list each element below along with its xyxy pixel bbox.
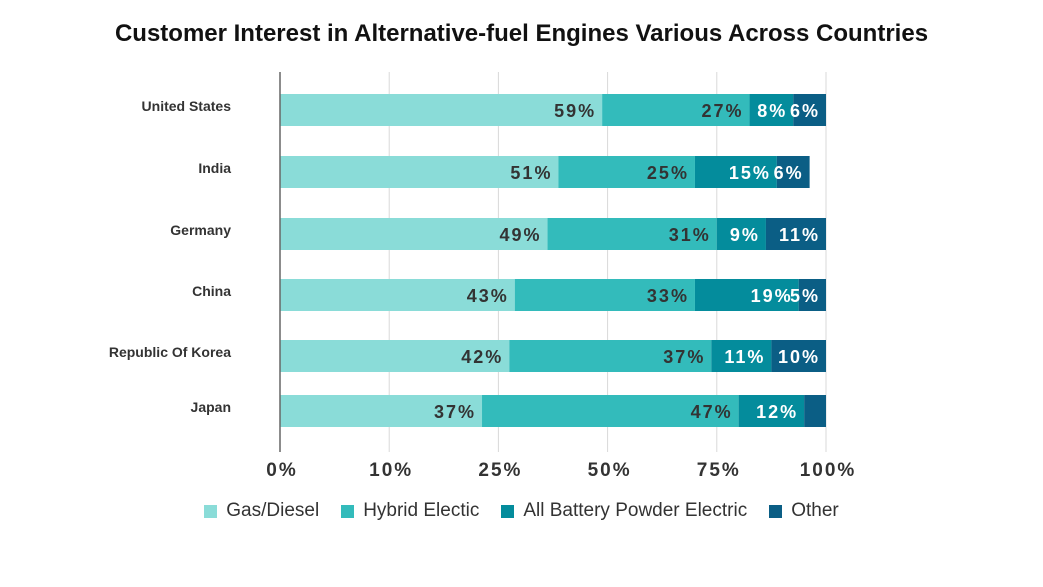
data-label: 37% [434, 402, 476, 422]
legend-label: Gas/Diesel [226, 500, 320, 521]
bar-segment [765, 218, 826, 250]
data-label: 31% [669, 225, 711, 245]
bar-segment [547, 218, 717, 250]
category-label: Germany [170, 222, 231, 238]
data-label: 11% [779, 225, 820, 245]
data-label: 51% [510, 163, 552, 183]
legend-label: All Battery Powder Electric [523, 500, 748, 521]
legend-label: Hybrid Electic [363, 500, 480, 521]
bar-segment [280, 156, 559, 188]
data-label: 43% [467, 286, 509, 306]
data-label: 6% [790, 101, 820, 121]
bar-segment [482, 395, 739, 427]
legend-swatch [501, 504, 515, 518]
bar-segment [804, 395, 826, 427]
bar-segment [711, 340, 772, 372]
bar-segment [793, 94, 826, 126]
data-label: 33% [647, 286, 689, 306]
x-tick-labels: 0% 10% 25% 50% 75% 100% [266, 460, 857, 481]
legend-swatch [204, 504, 218, 518]
legend-item: Gas/Diesel [204, 500, 319, 522]
bar-segment [280, 340, 510, 372]
bar-segment [738, 395, 805, 427]
data-label: 10% [778, 347, 820, 367]
data-label: 8% [757, 101, 787, 121]
x-tick-label: 50% [588, 460, 632, 481]
data-label: 6% [774, 163, 804, 183]
data-label: 9% [730, 225, 760, 245]
data-label: 49% [500, 225, 542, 245]
category-label: India [198, 160, 231, 176]
category-labels: United States India Germany China Republic O… [109, 98, 231, 415]
data-label: 12% [756, 402, 798, 422]
x-tick-label: 75% [697, 460, 741, 481]
data-label: 19% [751, 286, 793, 306]
bar-segment [798, 279, 826, 311]
bar-segment [694, 156, 777, 188]
category-label: Republic Of Korea [109, 344, 231, 360]
data-label: 5% [790, 286, 820, 306]
legend: Gas/Diesel Hybrid Electic All Battery Powd… [0, 500, 1043, 522]
data-label: 15% [729, 163, 771, 183]
bar-segment [771, 340, 826, 372]
legend-swatch [769, 504, 783, 518]
category-label: China [192, 283, 231, 299]
data-label: 42% [461, 347, 503, 367]
data-label: 11% [724, 347, 765, 367]
bar-segment [694, 279, 799, 311]
chart-title: Customer Interest in Alternative-fuel En… [114, 20, 929, 47]
legend-item: All Battery Powder Electric [501, 500, 747, 522]
bar-segment [716, 218, 766, 250]
bar-segment [509, 340, 712, 372]
bar-segment [749, 94, 794, 126]
bar-segment [776, 156, 810, 188]
legend-label: Other [791, 500, 839, 521]
x-tick-label: 100% [800, 460, 857, 481]
data-label: 27% [702, 101, 744, 121]
x-tick-label: 0% [266, 460, 297, 481]
bar-segment [280, 395, 483, 427]
category-label: Japan [191, 399, 231, 415]
data-label: 47% [691, 402, 733, 422]
x-tick-label: 10% [369, 460, 413, 481]
bars [280, 94, 826, 427]
bar-segment [602, 94, 750, 126]
data-labels: 59% 27% 8% 6%51% 25% 15% 6%49% 31% 9% 11%43% 33% 19… [434, 101, 820, 422]
grid-lines [388, 72, 827, 452]
legend-item: Hybrid Electic [341, 500, 479, 522]
bar-segment [280, 94, 603, 126]
data-label: 37% [663, 347, 705, 367]
data-label: 59% [554, 101, 596, 121]
bar-segment [280, 218, 548, 250]
bar-segment [280, 279, 515, 311]
bar-segment [558, 156, 695, 188]
legend-swatch [341, 504, 355, 518]
legend-item: Other [769, 500, 839, 522]
x-tick-label: 25% [478, 460, 522, 481]
bar-segment [514, 279, 695, 311]
category-label: United States [142, 98, 232, 114]
data-label: 25% [647, 163, 689, 183]
